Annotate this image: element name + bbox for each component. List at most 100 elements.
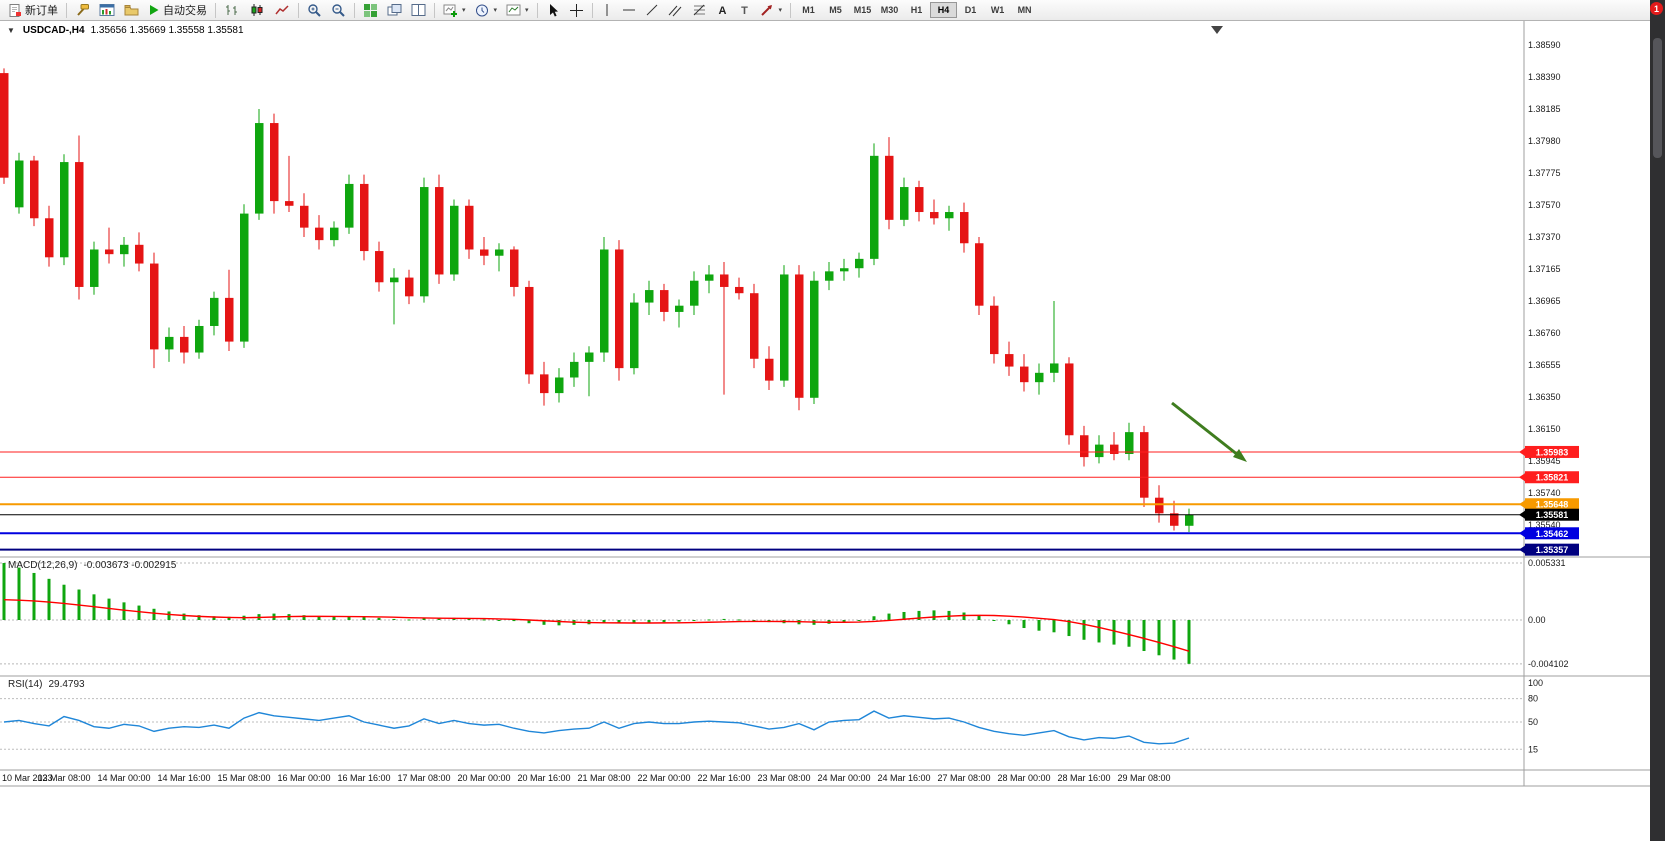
macd-histogram-bar: [887, 613, 891, 620]
candlestick-mode-button[interactable]: [245, 1, 269, 19]
autotrading-button[interactable]: 自动交易: [144, 1, 211, 19]
new-order-button[interactable]: 新订单: [4, 1, 62, 19]
candle-body: [360, 183, 369, 252]
drawn-arrow-annotation[interactable]: [1171, 401, 1239, 457]
macd-histogram-bar: [512, 620, 516, 622]
rsi-pane-label: RSI(14) 29.4793: [8, 679, 85, 690]
one-click-trading-toggle-icon[interactable]: ▼: [7, 26, 15, 35]
profiles-button[interactable]: [120, 1, 143, 19]
macd-histogram-bar: [332, 616, 336, 620]
text-tool-button[interactable]: A: [712, 1, 733, 19]
chevron-down-icon: ▾: [525, 7, 529, 14]
zoom-out-button[interactable]: [327, 1, 350, 19]
timeframe-m1[interactable]: M1: [802, 5, 815, 15]
zoom-in-button[interactable]: [303, 1, 326, 19]
channel-icon: [668, 5, 681, 17]
crosshair-tool-button[interactable]: [565, 1, 588, 19]
timeframe-m5[interactable]: M5: [829, 5, 842, 15]
fibonacci-tool-button[interactable]: [688, 1, 711, 19]
vertical-line-tool-button[interactable]: [597, 1, 617, 19]
chart-symbol-title: USDCAD-,H4: [22, 25, 85, 36]
channel-tool-button[interactable]: [664, 1, 687, 19]
candle-body: [240, 213, 249, 342]
template-dropdown[interactable]: ▾: [502, 1, 533, 19]
label-tool-button[interactable]: T: [734, 1, 755, 19]
trendline-icon: [646, 4, 657, 16]
price-marker-value: 1.35357: [1536, 545, 1569, 555]
candle-body: [90, 249, 99, 287]
price-axis-tick: 1.36150: [1528, 424, 1561, 434]
arrange-windows-button[interactable]: [407, 1, 430, 19]
arrange-windows-icon: [411, 4, 426, 16]
timeframe-m30[interactable]: M30: [880, 5, 899, 15]
trendline-tool-button[interactable]: [641, 1, 663, 19]
macd-histogram-bar: [542, 620, 546, 625]
candle-body: [330, 227, 339, 241]
bar-chart-mode-button[interactable]: [220, 1, 244, 19]
macd-histogram-bar: [167, 611, 171, 620]
horizontal-line-tool-button[interactable]: [618, 1, 640, 19]
time-axis-label: 13 Mar 08:00: [37, 773, 90, 783]
text-icon: A: [718, 5, 726, 17]
toolbar-separator: [790, 2, 792, 18]
notification-badge[interactable]: 1: [1650, 2, 1663, 15]
timeframe-d1[interactable]: D1: [964, 5, 977, 15]
time-axis-label: 20 Mar 16:00: [517, 773, 570, 783]
time-axis-label: 16 Mar 16:00: [337, 773, 390, 783]
timeframe-w1[interactable]: W1: [990, 5, 1005, 15]
cursor-tool-button[interactable]: [542, 1, 564, 19]
chart-shift-marker[interactable]: [1211, 26, 1223, 34]
macd-axis-tick: 0.005331: [1528, 558, 1566, 568]
toolbar-separator: [66, 2, 67, 18]
candle-body: [390, 277, 399, 283]
cascade-windows-icon: [387, 4, 402, 16]
macd-axis-tick: 0.00: [1528, 615, 1546, 625]
candle-body: [870, 155, 879, 259]
rsi-indicator-name: RSI(14): [8, 679, 43, 690]
rsi-axis-tick: 100: [1528, 678, 1543, 688]
macd-histogram-bar: [932, 610, 936, 620]
candle-body: [510, 249, 519, 287]
timeframe-mn[interactable]: MN: [1017, 5, 1032, 15]
macd-histogram-bar: [737, 619, 741, 621]
arrows-shapes-dropdown[interactable]: ▾: [756, 1, 787, 19]
candle-body: [1125, 432, 1134, 454]
rsi-indicator-value: 29.4793: [48, 679, 85, 690]
cascade-windows-button[interactable]: [383, 1, 406, 19]
candle-body: [1110, 444, 1119, 454]
macd-histogram-bar: [407, 619, 411, 621]
candle-body: [255, 123, 264, 214]
tile-windows-button[interactable]: [359, 1, 382, 19]
tools-button[interactable]: [71, 1, 94, 19]
chevron-down-icon: ▾: [778, 7, 783, 14]
new-order-label: 新订单: [25, 5, 58, 17]
macd-histogram-bar: [482, 619, 486, 621]
candle-body: [195, 325, 204, 353]
price-axis-tick: 1.38390: [1528, 72, 1561, 82]
scrollbar-thumb[interactable]: [1653, 38, 1662, 158]
timeframe-h1[interactable]: H1: [910, 5, 923, 15]
price-axis-tick: 1.38590: [1528, 40, 1561, 50]
macd-histogram-bar: [107, 598, 111, 620]
macd-histogram-bar: [152, 608, 156, 620]
macd-histogram-bar: [1157, 620, 1161, 656]
rsi-line: [3, 710, 1190, 745]
drawn-arrow-head[interactable]: [1233, 449, 1247, 462]
timeframe-m15[interactable]: M15: [853, 5, 872, 15]
candle-body: [165, 336, 174, 350]
line-chart-mode-button[interactable]: [270, 1, 294, 19]
candle-body: [585, 352, 594, 362]
timeframe-h4[interactable]: H4: [930, 2, 958, 18]
time-axis-label: 22 Mar 00:00: [637, 773, 690, 783]
clock-icon: [475, 4, 488, 16]
window-scrollbar[interactable]: [1650, 0, 1665, 841]
new-chart-window-button[interactable]: [95, 1, 119, 19]
candle-body: [930, 212, 939, 219]
candle-body: [495, 249, 504, 256]
macd-histogram-bar: [722, 618, 726, 620]
macd-histogram-bar: [1022, 620, 1026, 629]
add-indicator-dropdown[interactable]: ▾: [439, 1, 470, 19]
period-dropdown[interactable]: ▾: [471, 1, 502, 19]
price-axis-tick: 1.36965: [1528, 296, 1561, 306]
